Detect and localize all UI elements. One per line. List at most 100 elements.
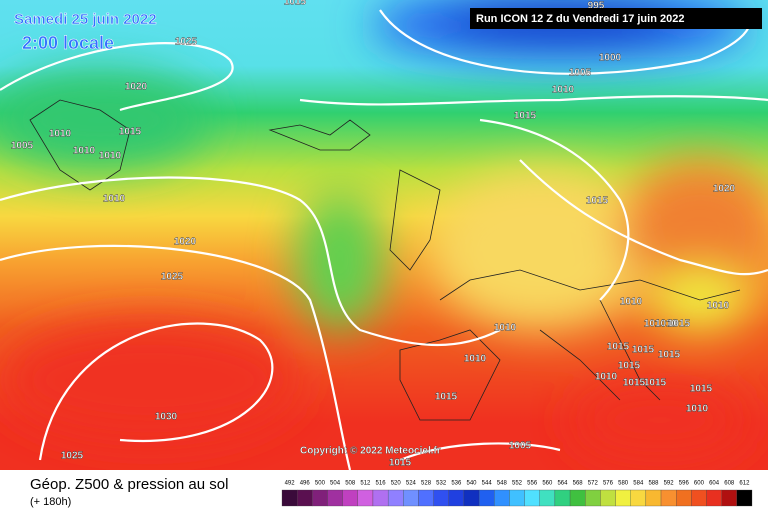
isobar-label: 1000 <box>599 53 622 64</box>
legend-swatch <box>387 489 404 507</box>
legend-label: 608 <box>724 481 735 487</box>
legend-swatch <box>554 489 571 507</box>
isobar-label: 1010 <box>655 319 678 330</box>
isobar-label: 995 <box>588 1 605 12</box>
isobar-label: 1010 <box>73 146 96 157</box>
legend-swatch <box>630 489 647 507</box>
isobar-label: 1025 <box>161 272 184 283</box>
isobar-label: 1010 <box>99 151 122 162</box>
isobar-label: 1010 <box>686 404 709 415</box>
legend-swatch <box>691 489 707 507</box>
isobar-label: 1015 <box>644 378 667 389</box>
legend-label: 584 <box>633 481 644 487</box>
legend-label: 540 <box>467 481 478 487</box>
run-box <box>470 8 762 29</box>
legend-swatch <box>600 489 616 507</box>
legend-swatch <box>676 489 692 507</box>
legend-label: 548 <box>497 481 508 487</box>
isobar-label: 1015 <box>607 342 630 353</box>
legend-swatch <box>645 489 662 507</box>
forecast-time: 2:00 locale <box>22 33 114 53</box>
legend-swatch <box>660 489 677 507</box>
isobar-label: 1015 <box>586 196 609 207</box>
legend-label: 552 <box>512 481 523 487</box>
isobar-label: 1010 <box>644 319 667 330</box>
isobar-label: 1015 <box>623 378 646 389</box>
footer-title: Géop. Z500 & pression au sol <box>30 476 228 493</box>
legend-swatch <box>494 489 510 507</box>
isobar-label: 1015 <box>632 345 655 356</box>
legend-label: 560 <box>542 481 553 487</box>
legend-label: 512 <box>360 481 371 487</box>
legend-swatch <box>615 489 631 507</box>
isobar-label: 1020 <box>174 237 197 248</box>
isobar-label: 1020 <box>125 82 148 93</box>
isobar-label: 1025 <box>175 37 198 48</box>
isobar-label: 1010 <box>595 372 618 383</box>
legend-label: 504 <box>330 481 341 487</box>
isobar-label: 1015 <box>618 361 641 372</box>
legend-label: 588 <box>648 481 659 487</box>
copyright: Copyright © 2022 Meteociel.fr <box>300 446 441 457</box>
legend-swatch <box>585 489 601 507</box>
legend-label: 528 <box>421 481 432 487</box>
legend-label: 592 <box>664 481 675 487</box>
legend-swatch <box>478 489 495 507</box>
legend-swatch <box>342 489 358 507</box>
isobar-label: 1010 <box>707 301 730 312</box>
legend-swatch <box>524 489 540 507</box>
isobar-label: 1010 <box>49 129 72 140</box>
isobar-label: 1015 <box>435 392 458 403</box>
legend-label: 496 <box>300 481 311 487</box>
legend-label: 596 <box>679 481 690 487</box>
legend-swatch <box>433 489 449 507</box>
legend-label: 576 <box>603 481 614 487</box>
legend-label: 612 <box>739 481 750 487</box>
isobar-label: 1010 <box>464 354 487 365</box>
legend-label: 568 <box>573 481 584 487</box>
isobar-label: 1025 <box>61 451 84 462</box>
isobar-label: 1010 <box>103 194 126 205</box>
legend-swatch <box>403 489 419 507</box>
isobar-label: 1030 <box>155 412 178 423</box>
legend-swatch <box>463 489 480 507</box>
legend-swatch <box>372 489 389 507</box>
legend-label: 492 <box>285 481 296 487</box>
isobar-label: 1015 <box>284 0 307 8</box>
legend-swatch <box>721 489 737 507</box>
legend-label: 556 <box>527 481 538 487</box>
legend-swatch <box>281 489 298 507</box>
legend-label: 520 <box>391 481 402 487</box>
isobar-label: 1015 <box>119 127 142 138</box>
legend-label: 580 <box>618 481 629 487</box>
legend-swatch <box>312 489 328 507</box>
isobar-label: 1015 <box>514 111 537 122</box>
legend-label: 500 <box>315 481 326 487</box>
field <box>0 0 768 471</box>
isobar-label: 1005 <box>569 68 592 79</box>
forecast-date: Samedi 25 juin 2022 <box>14 11 157 28</box>
color-legend: 492 496 500 504 508 512 516 520 524 528 532 536 540 5… <box>281 481 753 507</box>
isobar-label: 1015 <box>389 458 412 469</box>
legend-label: 572 <box>588 481 599 487</box>
run-info: Run ICON 12 Z du Vendredi 17 juin 2022 <box>476 13 684 25</box>
legend-label: 600 <box>694 481 705 487</box>
legend-label: 536 <box>451 481 462 487</box>
legend-label: 532 <box>436 481 447 487</box>
legend-swatch <box>327 489 343 507</box>
legend-swatch <box>706 489 722 507</box>
legend-swatch <box>539 489 556 507</box>
isobar-label: 1010 <box>620 297 643 308</box>
isobar-label: 1005 <box>509 441 532 452</box>
isobar-label: 1015 <box>658 350 681 361</box>
legend-label: 524 <box>406 481 417 487</box>
legend-swatch <box>736 489 753 507</box>
isobar-label: 1015 <box>668 319 691 330</box>
isobar-label: 1010 <box>552 85 575 96</box>
footer-subtitle: (+ 180h) <box>30 496 71 508</box>
legend-label: 604 <box>709 481 720 487</box>
legend-label: 516 <box>376 481 387 487</box>
legend-swatch <box>509 489 525 507</box>
